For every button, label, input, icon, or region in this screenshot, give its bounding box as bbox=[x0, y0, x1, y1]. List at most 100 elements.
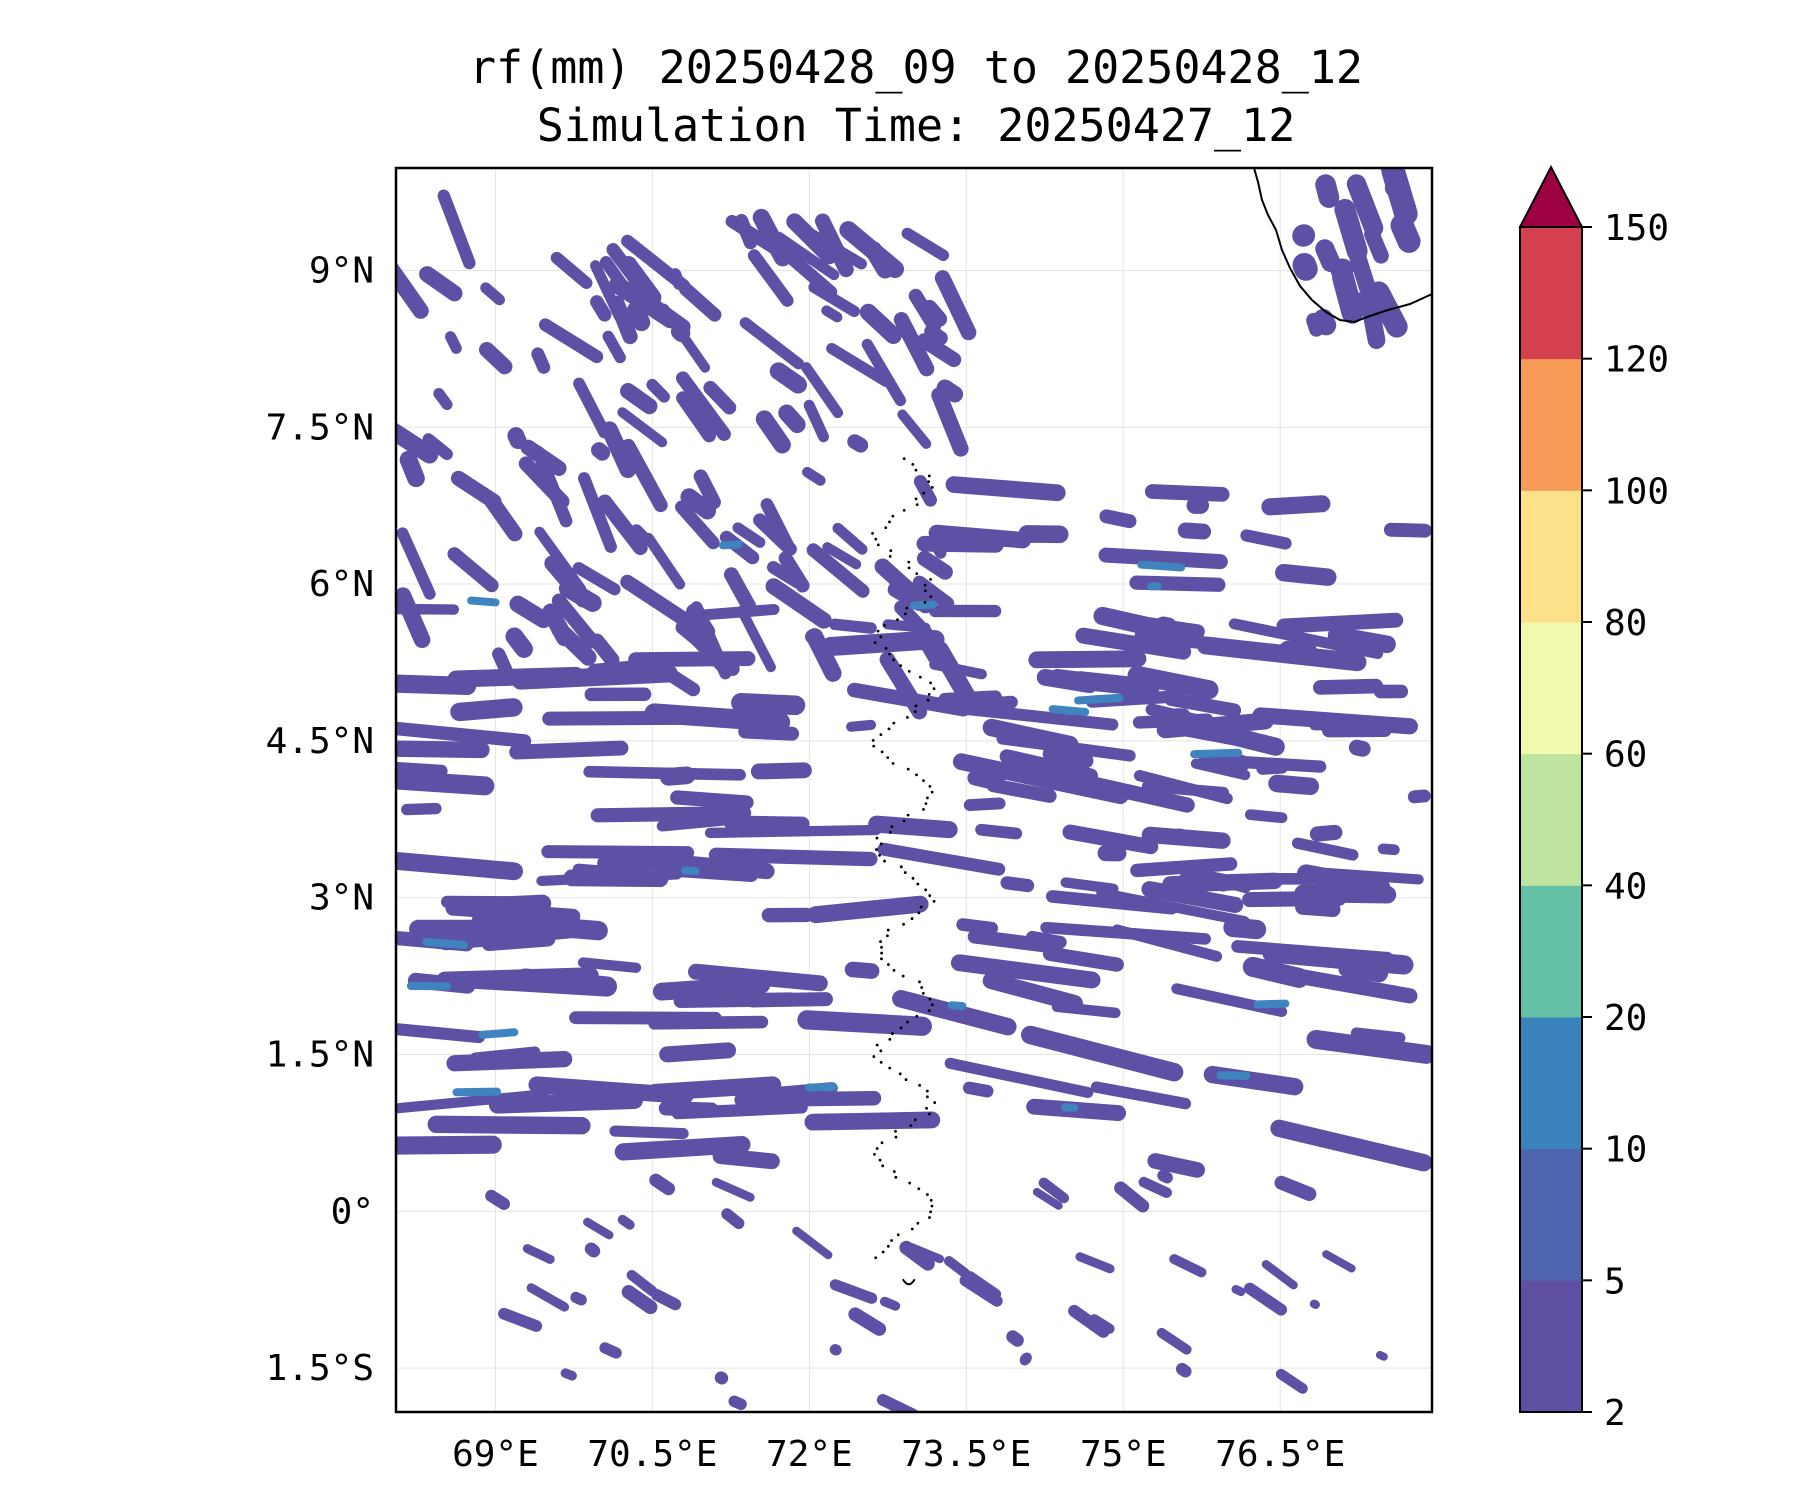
island-dot bbox=[883, 859, 886, 863]
rain-cell bbox=[626, 1270, 658, 1297]
island-dot bbox=[873, 641, 877, 645]
rain-cell bbox=[396, 259, 429, 319]
island-dot bbox=[882, 623, 886, 627]
rain-cell bbox=[550, 251, 593, 290]
island-dot bbox=[907, 566, 911, 570]
island-dot bbox=[924, 888, 928, 892]
rain-cell bbox=[711, 1177, 755, 1202]
rain-cell bbox=[967, 929, 1064, 954]
rain-cell bbox=[1375, 1350, 1388, 1361]
rain-cell bbox=[446, 974, 614, 997]
rain-cell bbox=[1051, 1001, 1121, 1019]
island-dot bbox=[930, 1204, 934, 1208]
rain-cell bbox=[599, 1342, 622, 1359]
island-dot bbox=[902, 922, 905, 926]
rain-cell bbox=[679, 282, 722, 322]
island-dot bbox=[915, 572, 919, 576]
island-dot bbox=[907, 560, 911, 564]
rain-cell bbox=[1068, 1304, 1110, 1338]
rain-cell bbox=[396, 740, 490, 759]
colorbar-segment bbox=[1520, 622, 1582, 755]
rain-cell bbox=[1190, 758, 1251, 781]
y-tick-label: 4.5°N bbox=[266, 721, 374, 762]
rain-cell bbox=[1074, 693, 1124, 705]
island-dot bbox=[881, 1250, 885, 1254]
island-dot bbox=[886, 1244, 890, 1248]
rain-cell bbox=[1042, 746, 1094, 769]
island-dot bbox=[926, 1095, 929, 1099]
island-dot bbox=[880, 945, 883, 949]
island-dot bbox=[916, 1221, 920, 1225]
rain-cell bbox=[945, 476, 1066, 502]
rain-cell bbox=[916, 333, 962, 368]
rain-cell bbox=[675, 371, 731, 441]
rain-cell bbox=[422, 433, 453, 461]
rain-cell bbox=[960, 702, 1119, 731]
x-tick-label: 76.5°E bbox=[1215, 1434, 1345, 1475]
rain-cell bbox=[1334, 198, 1368, 262]
x-tick-label: 72°E bbox=[766, 1434, 853, 1475]
colorbar-segment bbox=[1520, 358, 1582, 491]
rainfall-contours bbox=[396, 168, 1432, 1412]
island-dot bbox=[880, 750, 884, 754]
rain-cell bbox=[661, 666, 701, 697]
rain-cell bbox=[936, 379, 964, 403]
x-tick-label: 70.5°E bbox=[587, 1434, 717, 1475]
rain-cell bbox=[480, 282, 505, 306]
rain-cell bbox=[399, 450, 425, 488]
rain-cell bbox=[643, 296, 691, 335]
rain-cell bbox=[1032, 1187, 1063, 1210]
island-dot bbox=[908, 1181, 912, 1185]
rain-cell bbox=[542, 603, 574, 647]
rain-cell bbox=[973, 695, 1018, 712]
rain-cell bbox=[1390, 213, 1421, 253]
rain-cell bbox=[651, 1289, 682, 1311]
rain-cell bbox=[934, 270, 977, 341]
island-dot bbox=[871, 738, 875, 742]
rain-cell bbox=[1346, 174, 1384, 238]
island-dot bbox=[887, 963, 890, 966]
island-dot bbox=[888, 554, 892, 558]
island-dot bbox=[918, 1083, 922, 1087]
island-dot bbox=[914, 704, 918, 708]
rain-cell bbox=[643, 532, 686, 590]
rain-cell bbox=[755, 410, 791, 454]
rain-cell bbox=[1268, 774, 1320, 796]
island-dot bbox=[886, 928, 890, 932]
rain-cell bbox=[406, 981, 452, 991]
rain-cell bbox=[731, 693, 806, 716]
rain-cell bbox=[894, 600, 945, 654]
rain-cell bbox=[467, 596, 500, 607]
rain-cell bbox=[929, 659, 987, 680]
island-dot bbox=[899, 865, 903, 869]
rain-cell bbox=[591, 442, 611, 461]
longitude-ticks: 69°E 70.5°E 72°E 73.5°E 75°E 76.5°E bbox=[452, 1434, 1345, 1475]
rain-cell bbox=[597, 494, 648, 556]
island-dot bbox=[915, 503, 919, 507]
rain-cell bbox=[691, 603, 780, 621]
rain-cell bbox=[1274, 1175, 1317, 1201]
rain-cell bbox=[648, 1015, 769, 1030]
rain-cell bbox=[721, 1208, 745, 1230]
rain-cell bbox=[447, 547, 499, 593]
rain-cell bbox=[573, 377, 611, 439]
island-dot bbox=[917, 1187, 921, 1191]
rain-cell bbox=[1262, 943, 1414, 975]
map-background bbox=[396, 168, 1432, 1412]
rain-cell bbox=[419, 266, 463, 302]
rain-cell bbox=[1364, 226, 1389, 264]
island-dot bbox=[874, 1256, 878, 1260]
rain-cell bbox=[944, 1057, 1094, 1099]
rain-cell bbox=[765, 578, 832, 629]
rain-cell bbox=[1147, 582, 1162, 591]
rain-cell bbox=[1040, 921, 1211, 945]
rain-cell bbox=[509, 740, 629, 760]
rain-cell bbox=[675, 500, 720, 550]
island-dot bbox=[888, 520, 891, 524]
island-dot bbox=[888, 830, 892, 834]
island-dot bbox=[878, 853, 881, 857]
colorbar-tick-label: 5 bbox=[1604, 1261, 1626, 1302]
island-dot bbox=[928, 784, 932, 788]
colorbar-segment bbox=[1520, 1280, 1582, 1413]
island-dot bbox=[874, 537, 878, 541]
